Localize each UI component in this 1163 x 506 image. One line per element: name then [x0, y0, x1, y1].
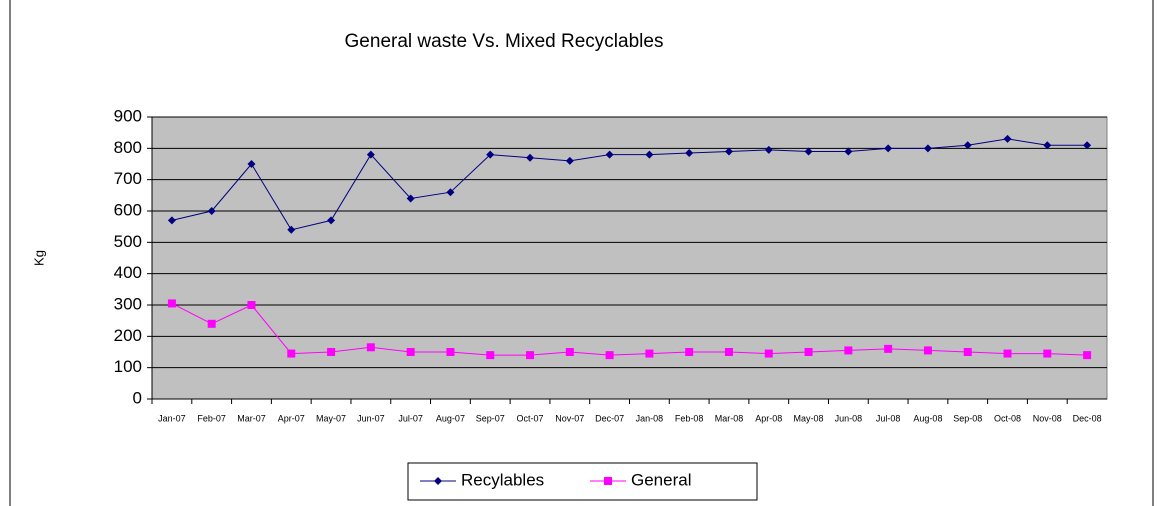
y-tick-label: 700 — [114, 169, 142, 188]
chart-title: General waste Vs. Mixed Recyclables — [345, 31, 664, 52]
data-point — [406, 348, 415, 356]
x-tick-label: Sep-07 — [476, 413, 505, 423]
data-point — [724, 147, 733, 156]
y-tick-label: 0 — [133, 388, 142, 407]
y-axis-label: Kg — [31, 250, 46, 266]
legend-label: Recylables — [461, 470, 544, 489]
data-point — [446, 188, 455, 197]
legend-marker — [434, 477, 442, 485]
data-point — [287, 349, 296, 358]
data-point — [1003, 349, 1012, 358]
x-tick-label: Jun-07 — [357, 413, 385, 423]
legend-marker — [604, 477, 612, 485]
data-point — [645, 150, 654, 159]
data-point — [963, 141, 972, 150]
data-point — [366, 343, 375, 352]
x-tick-label: Jan-07 — [158, 413, 186, 423]
x-tick-label: Nov-07 — [555, 413, 584, 423]
x-tick-label: Dec-07 — [595, 413, 624, 423]
data-point — [1083, 351, 1092, 360]
x-tick-label: Sep-08 — [953, 413, 982, 423]
y-tick-label: 300 — [114, 294, 142, 313]
x-tick-label: Oct-08 — [994, 413, 1021, 423]
data-point — [207, 207, 216, 215]
x-tick-label: Jun-08 — [835, 413, 863, 423]
legend — [407, 462, 758, 501]
y-tick-label: 100 — [114, 357, 142, 376]
x-tick-label: Jan-08 — [636, 413, 664, 423]
data-point — [685, 348, 694, 356]
data-point — [247, 160, 256, 168]
data-point — [167, 299, 176, 308]
data-point — [446, 348, 455, 356]
data-point — [486, 351, 495, 360]
data-point — [605, 150, 614, 159]
data-point — [1043, 349, 1052, 358]
x-tick-label: Dec-08 — [1073, 413, 1102, 423]
data-point — [486, 150, 495, 159]
data-point — [884, 344, 893, 353]
data-point — [366, 150, 375, 159]
x-tick-label: Jul-08 — [876, 413, 901, 423]
data-point — [884, 144, 893, 153]
x-tick-label: Aug-07 — [436, 413, 465, 423]
data-point — [1083, 141, 1092, 150]
data-point — [804, 147, 813, 156]
x-tick-label: Jul-07 — [398, 413, 423, 423]
y-tick-label: 600 — [114, 200, 142, 219]
y-tick-label: 200 — [114, 326, 142, 345]
data-point — [804, 348, 813, 356]
x-tick-label: Feb-07 — [197, 413, 226, 423]
x-tick-label: Mar-07 — [237, 413, 266, 423]
data-point — [923, 144, 932, 153]
plot-area — [151, 116, 1108, 400]
series-line — [171, 302, 1088, 356]
x-tick-label: Mar-08 — [715, 413, 744, 423]
data-point — [526, 351, 535, 360]
series-line — [171, 138, 1088, 231]
x-tick-label: Apr-07 — [278, 413, 305, 423]
data-point — [1043, 141, 1052, 150]
x-tick-label: Nov-08 — [1033, 413, 1062, 423]
x-tick-label: Oct-07 — [517, 413, 544, 423]
data-point — [844, 346, 853, 355]
x-tick-label: May-07 — [316, 413, 346, 423]
y-tick-label: 500 — [114, 232, 142, 251]
data-point — [645, 349, 654, 358]
legend-label: General — [631, 470, 691, 489]
data-point — [247, 301, 256, 309]
y-tick-label: 800 — [114, 138, 142, 157]
x-tick-label: Aug-08 — [913, 413, 942, 423]
data-point — [327, 216, 336, 225]
data-point — [963, 348, 972, 356]
data-point — [327, 348, 336, 356]
data-point — [1003, 134, 1012, 143]
y-tick-label: 400 — [114, 263, 142, 282]
data-point — [764, 349, 773, 358]
data-point — [207, 319, 216, 328]
x-tick-label: Apr-08 — [755, 413, 782, 423]
data-point — [605, 351, 614, 360]
data-point — [844, 147, 853, 156]
data-point — [287, 225, 296, 234]
data-point — [565, 348, 574, 356]
y-tick-label: 900 — [114, 106, 142, 125]
x-tick-label: Feb-08 — [675, 413, 704, 423]
data-point — [406, 194, 415, 203]
data-point — [685, 149, 694, 158]
data-point — [764, 145, 773, 154]
data-point — [724, 348, 733, 356]
data-point — [526, 153, 535, 162]
data-point — [167, 216, 176, 225]
x-tick-label: May-08 — [794, 413, 824, 423]
data-point — [565, 156, 574, 165]
data-point — [923, 346, 932, 355]
